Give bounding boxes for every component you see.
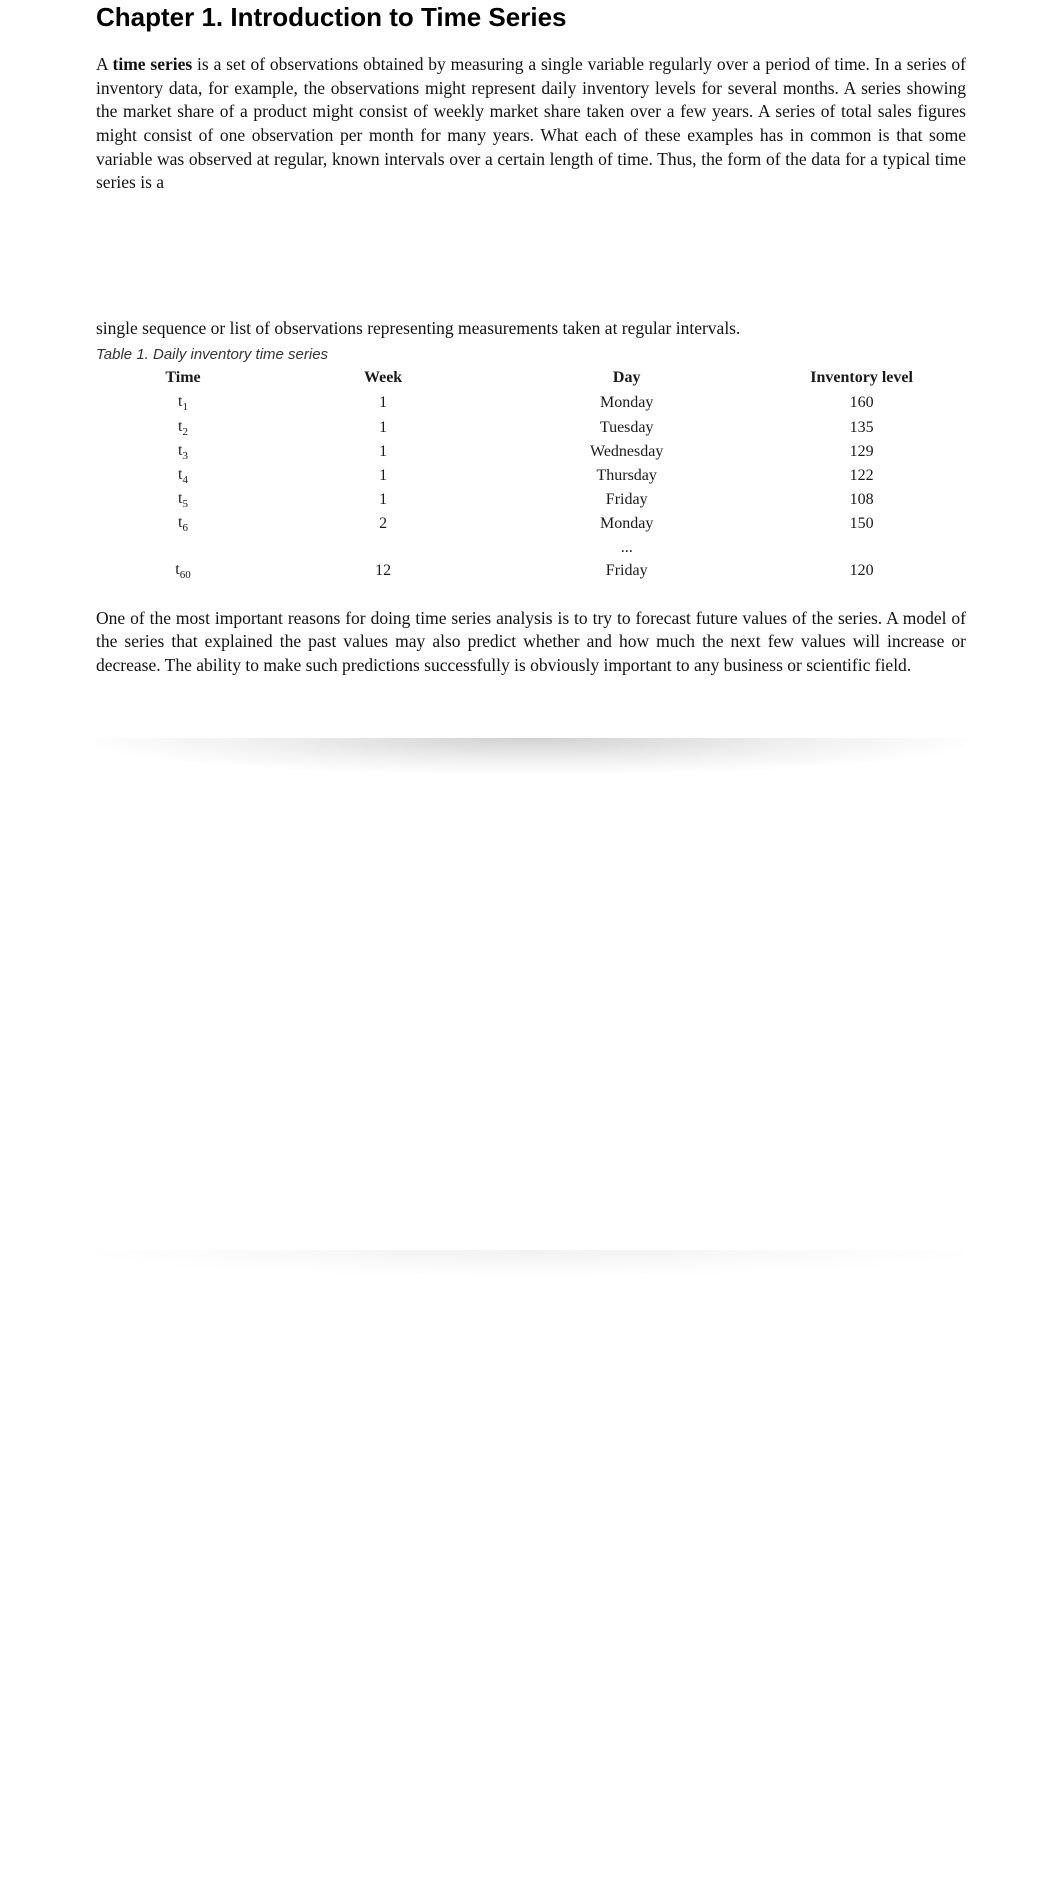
table-row: t62Monday150 xyxy=(96,512,966,536)
cell-day: Friday xyxy=(496,559,757,583)
cell-week: 1 xyxy=(270,391,496,415)
cell-time: t60 xyxy=(96,559,270,583)
cell-time: t4 xyxy=(96,464,270,488)
cell-day: Friday xyxy=(496,488,757,512)
cell-inventory: 135 xyxy=(757,416,966,440)
chapter-title: Chapter 1. Introduction to Time Series xyxy=(96,0,966,53)
table-header-row: Time Week Day Inventory level xyxy=(96,365,966,391)
page-shadow-divider xyxy=(96,738,966,774)
cell-week: 2 xyxy=(270,512,496,536)
page-shadow-divider-faint xyxy=(96,1250,966,1276)
cell-inventory: 108 xyxy=(757,488,966,512)
cell-day: Thursday xyxy=(496,464,757,488)
table-row: t6012Friday120 xyxy=(96,559,966,583)
th-inv: Inventory level xyxy=(757,365,966,391)
cell-inventory: 160 xyxy=(757,391,966,415)
cell-inventory: 120 xyxy=(757,559,966,583)
table-row: t41Thursday122 xyxy=(96,464,966,488)
cell-empty xyxy=(270,537,496,559)
intro-paragraph-1: A time series is a set of observations o… xyxy=(96,53,966,195)
table-caption: Table 1. Daily inventory time series xyxy=(96,346,966,363)
cell-empty xyxy=(96,537,270,559)
inventory-table: Time Week Day Inventory level t11Monday1… xyxy=(96,365,966,582)
cell-week: 1 xyxy=(270,440,496,464)
cell-day: Monday xyxy=(496,512,757,536)
page-gap xyxy=(96,195,966,317)
cell-week: 12 xyxy=(270,559,496,583)
th-week: Week xyxy=(270,365,496,391)
th-day: Day xyxy=(496,365,757,391)
p1-rest: is a set of observations obtained by mea… xyxy=(96,54,966,192)
p1-bold-term: time series xyxy=(113,54,193,74)
table-body: t11Monday160t21Tuesday135t31Wednesday129… xyxy=(96,391,966,582)
p1-lead: A xyxy=(96,54,113,74)
cell-inventory: 122 xyxy=(757,464,966,488)
table-row: t21Tuesday135 xyxy=(96,416,966,440)
cell-ellipsis: ... xyxy=(496,537,757,559)
cell-time: t2 xyxy=(96,416,270,440)
cell-time: t1 xyxy=(96,391,270,415)
cell-time: t6 xyxy=(96,512,270,536)
cell-inventory: 129 xyxy=(757,440,966,464)
cell-day: Monday xyxy=(496,391,757,415)
intro-paragraph-2: single sequence or list of observations … xyxy=(96,317,966,341)
cell-inventory: 150 xyxy=(757,512,966,536)
cell-week: 1 xyxy=(270,464,496,488)
cell-day: Tuesday xyxy=(496,416,757,440)
cell-time: t5 xyxy=(96,488,270,512)
th-time: Time xyxy=(96,365,270,391)
table-row: t51Friday108 xyxy=(96,488,966,512)
table-ellipsis-row: ... xyxy=(96,537,966,559)
document-page: Chapter 1. Introduction to Time Series A… xyxy=(0,0,1062,1276)
cell-time: t3 xyxy=(96,440,270,464)
cell-week: 1 xyxy=(270,488,496,512)
table-row: t11Monday160 xyxy=(96,391,966,415)
table-row: t31Wednesday129 xyxy=(96,440,966,464)
spacer xyxy=(96,583,966,607)
cell-empty xyxy=(757,537,966,559)
closing-paragraph: One of the most important reasons for do… xyxy=(96,607,966,678)
cell-week: 1 xyxy=(270,416,496,440)
cell-day: Wednesday xyxy=(496,440,757,464)
